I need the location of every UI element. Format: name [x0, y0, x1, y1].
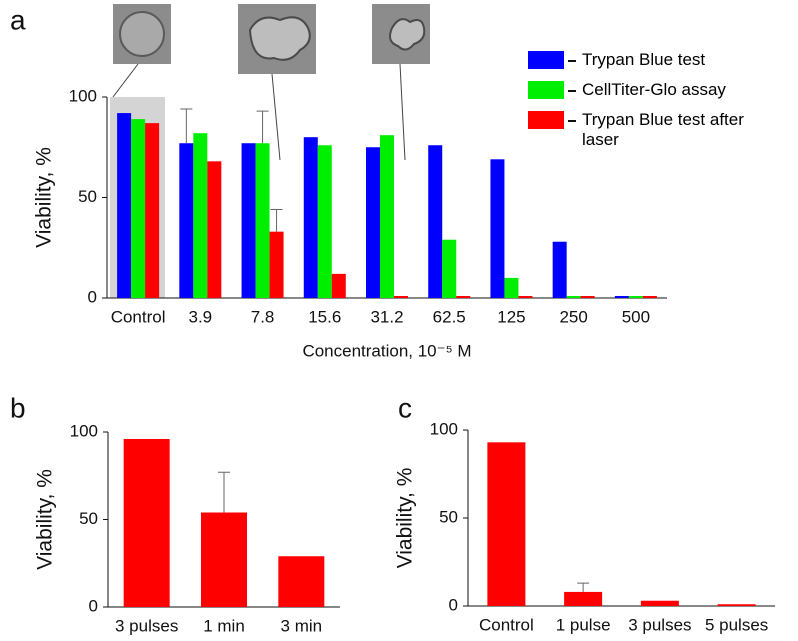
bar [256, 143, 270, 298]
bar [145, 123, 159, 298]
legend-entry: CellTiter-Glo assay [528, 80, 768, 100]
cell [120, 12, 164, 56]
panel-label: c [398, 392, 412, 423]
bar [564, 592, 602, 606]
legend: Trypan Blue test CellTiter-Glo assay Trypa… [528, 50, 768, 160]
bar [487, 442, 525, 606]
bar [643, 296, 657, 298]
y-tick-label: 0 [89, 596, 98, 615]
x-axis-title: Concentration, 10⁻⁵ M [302, 341, 471, 360]
panel-label: b [10, 392, 26, 423]
x-tick-label: 1 min [203, 616, 245, 635]
bar [641, 601, 679, 606]
bar [504, 278, 518, 298]
bar [201, 513, 247, 608]
bar [179, 143, 193, 298]
legend-dash [568, 60, 576, 62]
figure: a Viability, % Concentration, 10⁻⁵ M 0 50 100… [0, 0, 798, 641]
bar [242, 143, 256, 298]
pointer [400, 64, 405, 160]
x-tick-label: 31.2 [370, 307, 403, 326]
bar [304, 137, 318, 298]
y-tick-label: 0 [449, 595, 458, 614]
legend-dash [568, 90, 576, 92]
x-tick-label: 5 pulses [705, 615, 768, 634]
x-tick-label: 250 [559, 307, 587, 326]
bar [318, 145, 332, 298]
x-tick-label: 125 [497, 307, 525, 326]
bar [278, 556, 324, 607]
panel-label: a [10, 4, 26, 35]
y-tick-label: 0 [88, 287, 97, 306]
legend-label: CellTiter-Glo assay [582, 80, 754, 100]
x-tick-label: 7.8 [251, 307, 275, 326]
x-tick-label: 15.6 [308, 307, 341, 326]
bar [394, 296, 408, 298]
y-axis-title: Viability, % [33, 147, 56, 248]
pointer [272, 74, 280, 160]
bar [490, 159, 504, 298]
bar [567, 296, 581, 298]
y-tick-label: 100 [70, 421, 98, 440]
error-bar [271, 210, 283, 232]
error-bar [180, 109, 192, 143]
legend-dash [568, 120, 576, 122]
legend-label: Trypan Blue test after laser [582, 110, 754, 150]
bar [581, 296, 595, 298]
bar [332, 274, 346, 298]
x-tick-label: Control [111, 307, 166, 326]
bar [718, 604, 756, 606]
bar [428, 145, 442, 298]
y-axis-title: Viability, % [394, 468, 417, 569]
x-tick-label: 3 pulses [628, 615, 691, 634]
x-tick-label: Control [479, 615, 534, 634]
pointer [113, 64, 138, 97]
legend-swatch [528, 81, 564, 99]
bar [518, 296, 532, 298]
bar [629, 296, 643, 298]
bar [131, 119, 145, 298]
y-tick-label: 50 [79, 509, 98, 528]
x-tick-label: 3.9 [189, 307, 213, 326]
bar [193, 133, 207, 298]
bar [117, 113, 131, 298]
bar [380, 135, 394, 298]
legend-entry: Trypan Blue test after laser [528, 110, 768, 150]
legend-entry: Trypan Blue test [528, 50, 768, 70]
x-tick-label: 3 pulses [115, 616, 178, 635]
bar [442, 240, 456, 298]
error-bar [218, 472, 230, 512]
legend-swatch [528, 51, 564, 69]
bar [553, 242, 567, 298]
x-tick-label: 3 min [281, 616, 323, 635]
legend-swatch [528, 111, 564, 129]
y-tick-label: 100 [430, 419, 458, 438]
error-bar [577, 583, 589, 592]
y-tick-label: 50 [78, 187, 97, 206]
bar [366, 147, 380, 298]
x-tick-label: 62.5 [433, 307, 466, 326]
y-axis-title: Viability, % [34, 469, 57, 570]
legend-label: Trypan Blue test [582, 50, 754, 70]
bar [207, 161, 221, 298]
x-tick-label: 1 pulse [556, 615, 611, 634]
bar [124, 439, 170, 607]
y-tick-label: 100 [69, 86, 97, 105]
bar [615, 296, 629, 298]
bar [270, 232, 284, 298]
bar [456, 296, 470, 298]
y-tick-label: 50 [439, 507, 458, 526]
error-bar [257, 111, 269, 143]
x-tick-label: 500 [622, 307, 650, 326]
